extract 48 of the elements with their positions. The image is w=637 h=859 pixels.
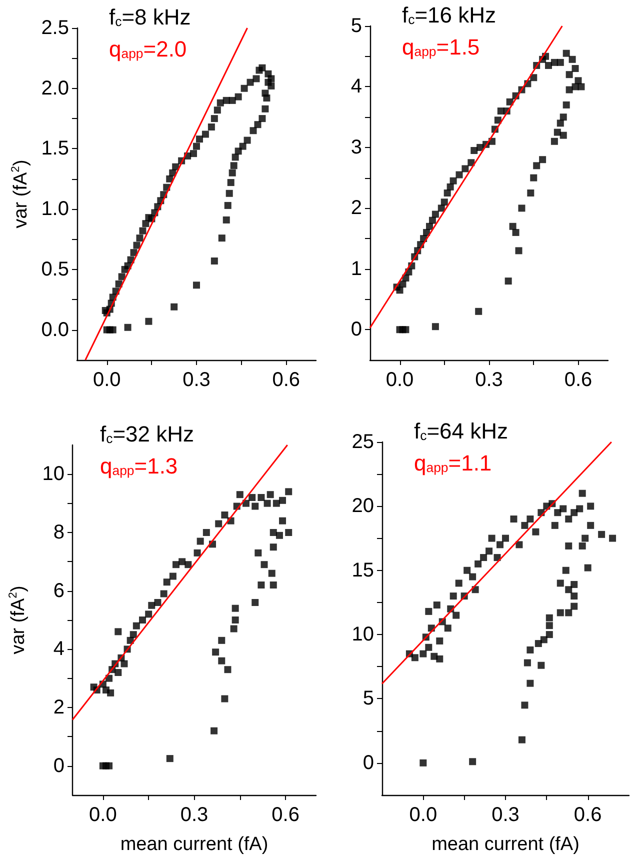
y-tick-label: 0 [362, 752, 374, 774]
annotation: qapp=2.0 [109, 36, 187, 62]
annotation: qapp=1.3 [100, 454, 178, 478]
x-tick-label: 0.6 [272, 369, 300, 391]
y-axis-title: var (fA2) [10, 160, 32, 228]
annotation: fc=16 kHz [402, 2, 496, 28]
y-tick-label: 0.0 [41, 318, 69, 341]
y-tick-label: 8 [53, 522, 64, 544]
y-tick-label: 15 [352, 559, 374, 582]
y-tick-label: 0 [350, 318, 362, 341]
y-tick-label: 4 [53, 638, 64, 660]
y-tick-label: 1.5 [41, 138, 69, 160]
y-tick-label: 2 [53, 696, 64, 718]
x-tick-label: 0.0 [409, 804, 438, 826]
y-tick-label: 6 [53, 580, 64, 602]
y-axis-title: var (fA2) [8, 586, 29, 654]
y-tick-label: 1.0 [41, 198, 69, 220]
y-tick-label: 20 [352, 495, 374, 518]
x-tick-label: 0.0 [89, 804, 117, 826]
x-tick-label: 0.6 [272, 804, 300, 826]
annotation: qapp=1.5 [402, 34, 480, 60]
x-tick-label: 0.0 [92, 369, 121, 391]
x-tick-label: 0.3 [492, 804, 520, 826]
x-tick-label: 0.3 [475, 369, 503, 391]
y-tick-label: 2 [350, 197, 362, 220]
x-axis-title: mean current (fA) [120, 834, 268, 855]
y-tick-label: 0 [53, 754, 64, 777]
x-tick-label: 0.6 [574, 804, 602, 826]
y-tick-label: 1 [350, 258, 362, 280]
y-tick-label: 5 [362, 688, 374, 710]
annotation: fc=64 kHz [414, 418, 508, 444]
x-axis-title: mean current (fA) [432, 834, 580, 855]
y-tick-label: 3 [350, 136, 362, 158]
y-tick-label: 25 [352, 431, 374, 453]
x-tick-label: 0.6 [564, 369, 592, 391]
y-tick-label: 10 [352, 624, 374, 646]
y-tick-label: 5 [350, 15, 362, 37]
x-tick-label: 0.3 [182, 369, 210, 391]
y-tick-label: 0.5 [41, 258, 69, 280]
annotation: qapp=1.1 [414, 450, 492, 476]
annotation: fc=8 kHz [109, 4, 191, 30]
y-tick-label: 4 [350, 76, 362, 98]
y-tick-label: 2.5 [41, 17, 69, 39]
y-tick-label: 2.0 [41, 77, 69, 100]
x-tick-label: 0.0 [386, 369, 414, 391]
x-tick-label: 0.3 [180, 804, 208, 826]
annotation: fc=32 kHz [100, 422, 194, 446]
y-tick-label: 10 [42, 463, 64, 486]
